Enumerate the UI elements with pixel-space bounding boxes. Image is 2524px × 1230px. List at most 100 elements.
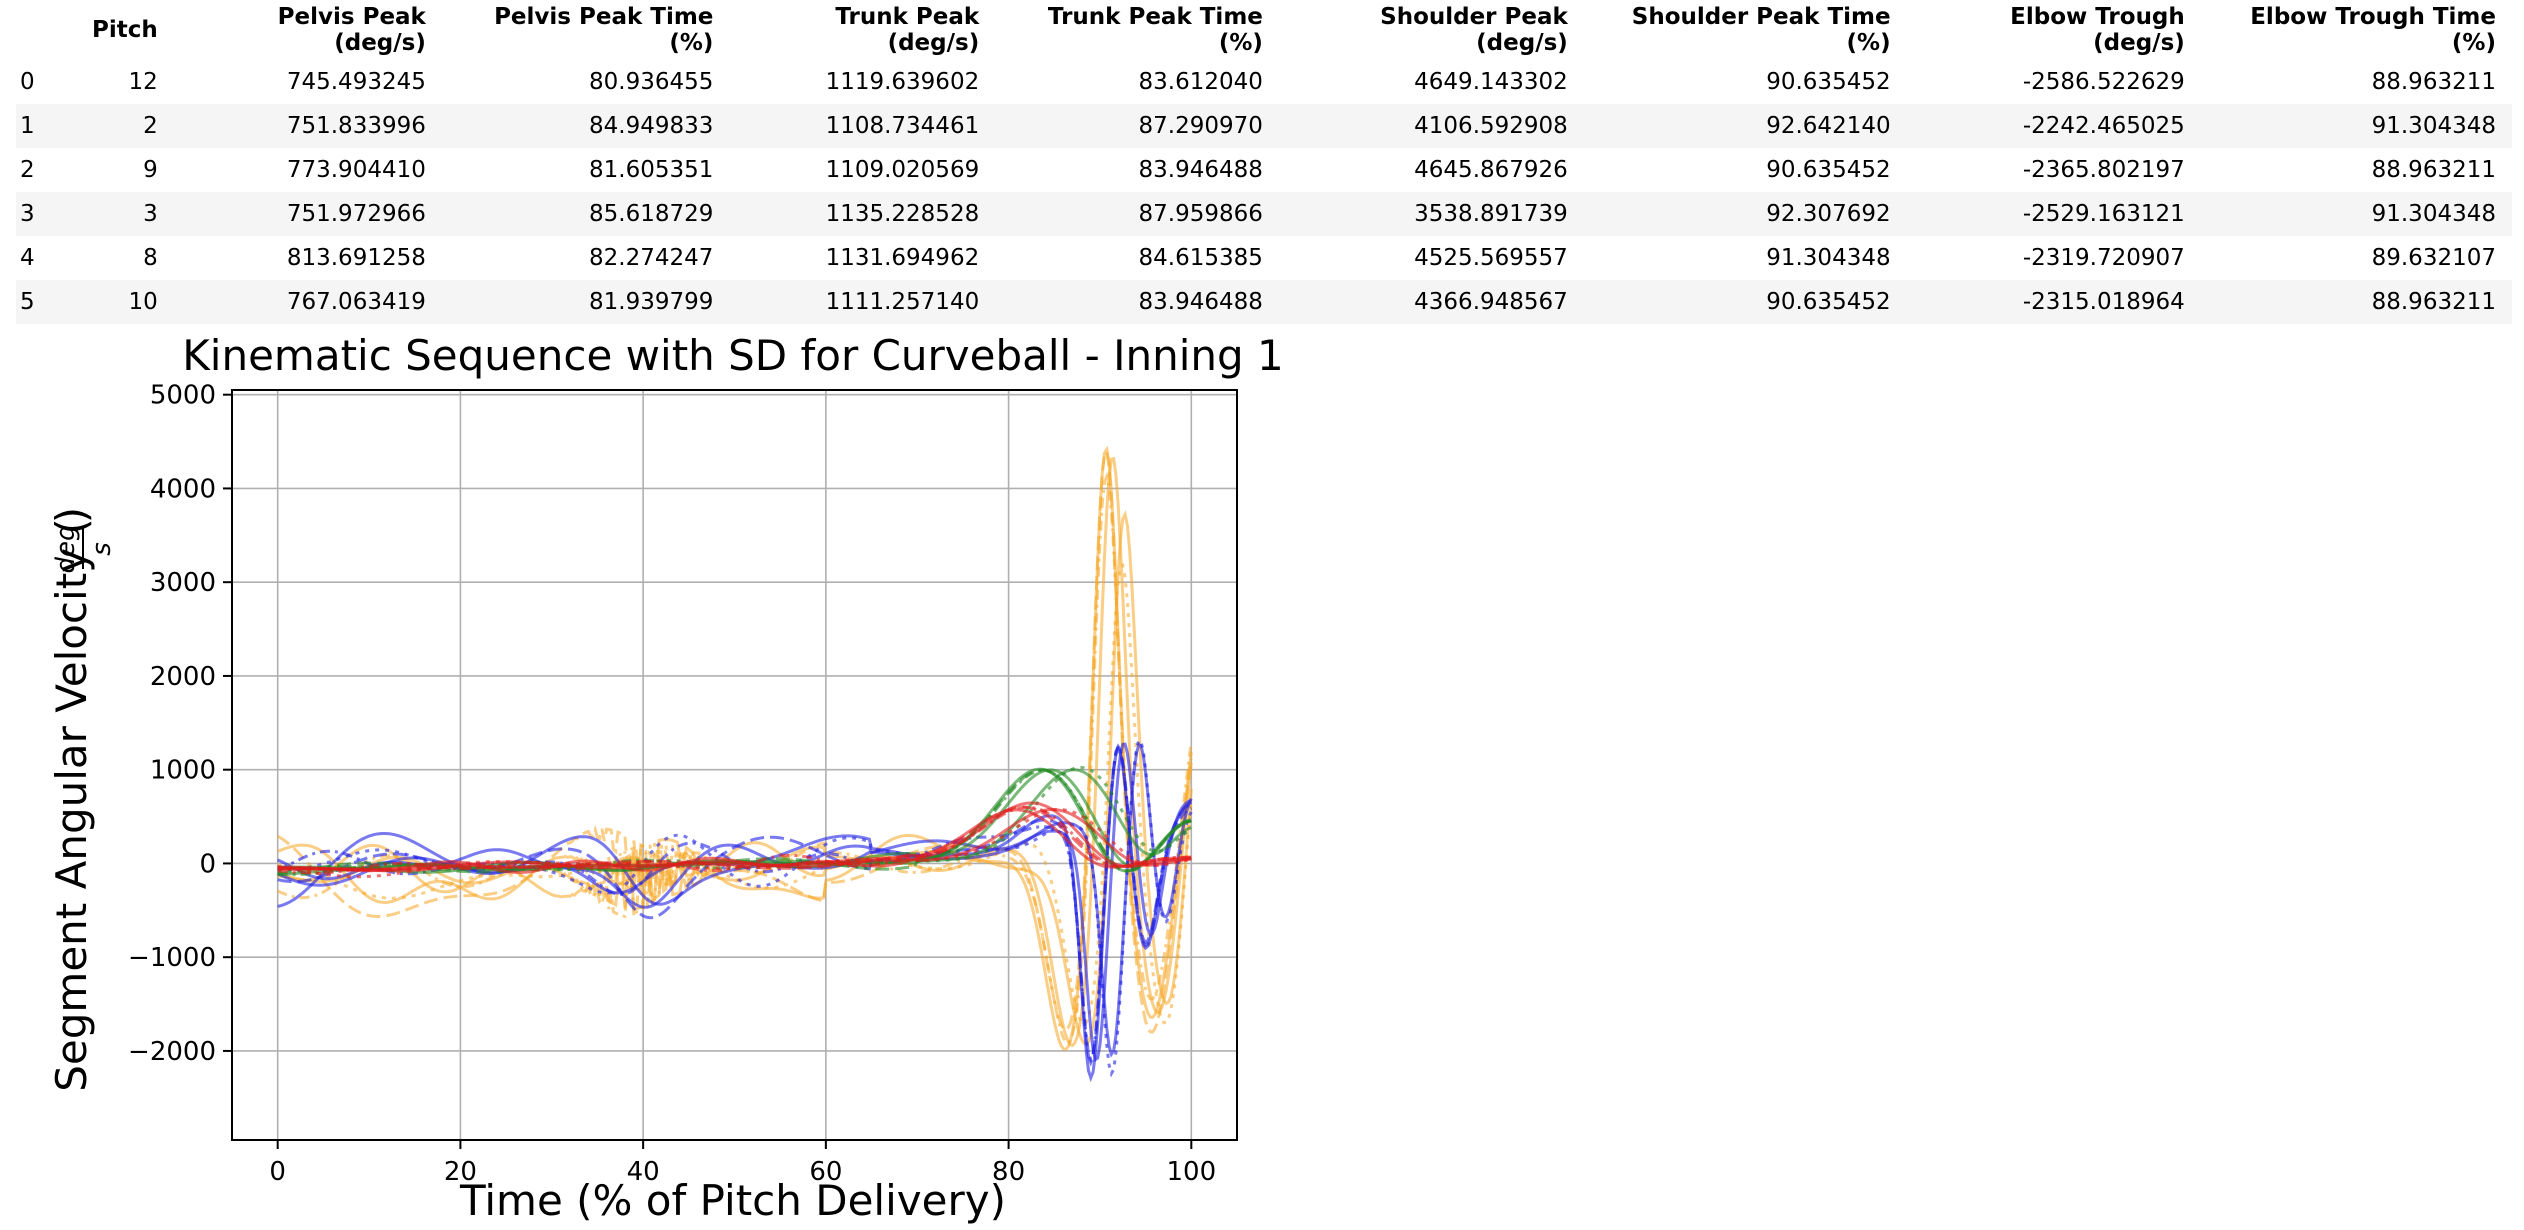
shoulder-series-line: [277, 471, 1193, 1045]
table-cell: 773.904410: [286, 157, 426, 183]
table-cell: 4366.948567: [1278, 280, 1584, 324]
kinematics-table: Pitch Pelvis Peak (deg/s) Pelvis Peak Time…: [16, 0, 2512, 324]
table-row: 0 12 745.493245 80.936455 1119.639602 83.6120…: [16, 60, 2512, 104]
table-cell: 751.833996: [173, 104, 442, 148]
table-cell: 84.615385: [1138, 245, 1263, 271]
x-tick-label: 40: [627, 1157, 660, 1187]
table-cell: 90.635452: [1766, 69, 1891, 95]
table-cell: 87.290970: [995, 104, 1279, 148]
table-cell: 83.612040: [1138, 69, 1263, 95]
y-tick-label: 4000: [150, 474, 216, 504]
table-cell: 92.307692: [1583, 192, 1907, 236]
shoulder-series-line: [277, 456, 1193, 1048]
table-row: 3 3 751.972966 85.618729 1135.228528 87.95986…: [16, 192, 2512, 236]
table-cell: 91.304348: [1766, 245, 1891, 271]
table-cell: 83.946488: [1138, 157, 1263, 183]
y-tick-label: 2000: [150, 662, 216, 692]
table-cell: -2242.465025: [1906, 104, 2201, 148]
column-header: Pitch: [76, 0, 174, 60]
table-cell: 84.949833: [441, 104, 730, 148]
chart-series-lines: [276, 445, 1193, 1083]
table-cell: 87.959866: [995, 192, 1279, 236]
table-cell: 745.493245: [286, 69, 426, 95]
y-axis-label-unit-numerator: deg: [51, 524, 81, 573]
index-header: [16, 0, 76, 60]
table-cell: 1119.639602: [825, 69, 980, 95]
y-axis-label-close: ): [47, 507, 96, 523]
table-row: 5 10 767.063419 81.939799 1111.257140 83.9464…: [16, 280, 2512, 324]
table-cell: 3: [76, 192, 174, 236]
column-header: Elbow Trough (deg/s): [1906, 0, 2201, 60]
x-tick-label: 0: [269, 1157, 286, 1187]
y-tick-label: 0: [199, 849, 216, 879]
table-cell: 85.618729: [441, 192, 730, 236]
table-cell: 91.304348: [2200, 104, 2512, 148]
table-cell: 88.963211: [2200, 280, 2512, 324]
table-cell: 88.963211: [2371, 157, 2496, 183]
table-cell: 81.939799: [441, 280, 730, 324]
y-tick-label: −1000: [128, 943, 216, 973]
table-cell: 4649.143302: [1414, 69, 1568, 95]
table-cell: 9: [143, 157, 158, 183]
pelvis-series-line: [277, 807, 1192, 879]
table-cell: 3538.891739: [1278, 192, 1584, 236]
table-cell: 10: [76, 280, 174, 324]
table-cell: 83.946488: [995, 280, 1279, 324]
x-axis-ticks: 0 20 40 60 80 100: [269, 1140, 1216, 1187]
row-index: 4: [20, 245, 35, 271]
y-axis-label-main: Segment Angular Velocity (: [47, 518, 96, 1092]
shoulder-series-line: [277, 563, 1193, 1026]
elbow-series-line: [277, 743, 1192, 1067]
table-cell: -2365.802197: [2022, 157, 2185, 183]
shoulder-series-line: [276, 448, 1193, 1034]
column-header: Shoulder Peak Time (%): [1583, 0, 1907, 60]
table-cell: 91.304348: [2200, 192, 2512, 236]
y-tick-label: 1000: [150, 756, 216, 786]
row-index: 2: [20, 157, 35, 183]
table-cell: 89.632107: [2371, 245, 2496, 271]
table-cell: 4645.867926: [1414, 157, 1568, 183]
elbow-series-line: [277, 742, 1192, 1063]
data-table-container: Pitch Pelvis Peak (deg/s) Pelvis Peak Time…: [16, 0, 2512, 324]
table-cell: 751.972966: [173, 192, 442, 236]
column-header: Trunk Peak (deg/s): [729, 0, 996, 60]
table-cell: 4525.569557: [1414, 245, 1568, 271]
row-index: 3: [16, 192, 76, 236]
table-cell: 2: [76, 104, 174, 148]
trunk-series-line: [277, 768, 1192, 872]
table-cell: 81.605351: [589, 157, 714, 183]
table-header-row: Pitch Pelvis Peak (deg/s) Pelvis Peak Time…: [16, 0, 2512, 60]
table-cell: 82.274247: [589, 245, 714, 271]
table-cell: 80.936455: [589, 69, 714, 95]
table-row: 4 8 813.691258 82.274247 1131.694962 84.61538…: [16, 236, 2512, 280]
table-cell: 90.635452: [1583, 280, 1907, 324]
column-header: Pelvis Peak Time (%): [441, 0, 730, 60]
column-header: Trunk Peak Time (%): [995, 0, 1279, 60]
table-cell: -2529.163121: [1906, 192, 2201, 236]
trunk-series-line: [277, 768, 1192, 876]
row-index: 5: [16, 280, 76, 324]
pelvis-series-line: [277, 805, 1192, 875]
table-cell: 1108.734461: [729, 104, 996, 148]
table-cell: 4106.592908: [1278, 104, 1584, 148]
y-axis-label: Segment Angular Velocity ( deg s ): [47, 507, 117, 1092]
table-cell: 767.063419: [173, 280, 442, 324]
table-cell: 88.963211: [2371, 69, 2496, 95]
y-tick-label: −2000: [128, 1037, 216, 1067]
y-tick-label: 5000: [150, 381, 216, 411]
chart-title: Kinematic Sequence with SD for Curveball…: [182, 331, 1283, 380]
column-header: Shoulder Peak (deg/s): [1278, 0, 1584, 60]
elbow-series-line: [277, 742, 1192, 1064]
elbow-series-line: [277, 742, 1193, 1058]
table-cell: 1111.257140: [729, 280, 996, 324]
table-cell: 1135.228528: [729, 192, 996, 236]
table-cell: 12: [128, 69, 158, 95]
column-header: Elbow Trough Time (%): [2200, 0, 2512, 60]
table-cell: -2586.522629: [2022, 69, 2185, 95]
table-cell: -2319.720907: [2022, 245, 2185, 271]
shoulder-series-line: [277, 445, 1193, 1052]
x-tick-label: 100: [1166, 1157, 1216, 1187]
x-tick-label: 60: [809, 1157, 842, 1187]
kinematic-sequence-chart: Kinematic Sequence with SD for Curveball…: [47, 331, 1284, 1225]
table-cell: 92.642140: [1583, 104, 1907, 148]
